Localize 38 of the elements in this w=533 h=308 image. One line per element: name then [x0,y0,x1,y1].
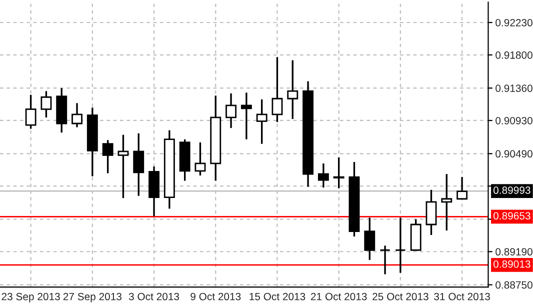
x-tick-label: 3 Oct 2013 [128,292,180,300]
candlestick [333,156,344,190]
x-tick-label: 27 Sep 2013 [63,292,122,302]
candlestick [118,134,129,199]
x-tick-label: 15 Oct 2013 [250,292,306,300]
x-tick-label: 23 Sep 2013 [2,292,60,302]
y-tick-label: 0.90490 [496,150,532,158]
ref-line-label: 0.89653 [494,212,530,220]
candlestick [194,142,206,176]
candlestick [72,102,82,128]
candlestick [394,216,406,274]
candlestick [226,92,236,129]
candlestick [40,90,52,118]
candlestick [456,176,468,200]
candlestick [25,94,36,130]
y-tick-label: 0.92230 [496,19,532,26]
candlestick [441,173,452,232]
y-tick-label: 0.91360 [496,84,532,92]
y-tick-label: 0.90930 [496,116,532,124]
candlestick [272,56,283,123]
candlestick [133,132,144,197]
candlestick [102,139,114,174]
ref-line-label: 0.89013 [494,260,530,268]
candlestick [380,244,391,276]
x-tick-label: 25 Oct 2013 [372,292,428,300]
candlestick [287,59,298,120]
x-tick-label: 21 Oct 2013 [310,292,367,300]
ref-line-label: 0.89993 [494,186,530,194]
x-tick-label: 31 Oct 2013 [434,292,490,300]
candlestick [318,162,329,188]
y-tick-label: 0.89190 [496,248,532,256]
y-tick-label: 0.91800 [496,51,532,59]
y-tick-label: 0.88750 [496,281,532,289]
candlestick [256,98,268,145]
candlestick [240,92,252,140]
x-tick-label: 9 Oct 2013 [190,292,241,300]
candlestick [426,188,437,236]
candlestick [364,216,376,261]
